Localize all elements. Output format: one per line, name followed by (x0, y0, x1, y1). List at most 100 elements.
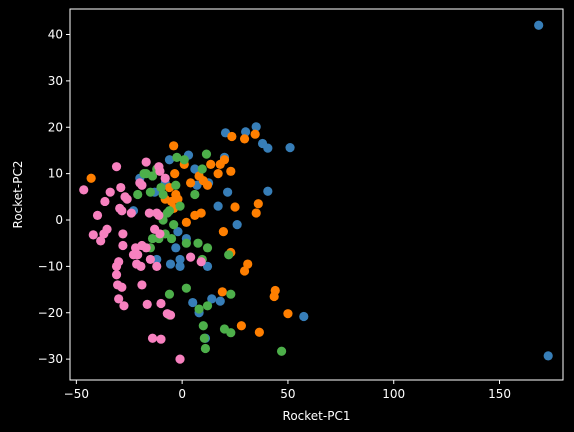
scatter-point (145, 254, 155, 265)
scatter-point (165, 259, 176, 269)
scatter-point (219, 155, 230, 165)
y-tick-label: 10 (48, 167, 63, 181)
scatter-point (175, 254, 185, 265)
scatter-point (171, 243, 181, 253)
x-tick-label: 0 (178, 387, 186, 401)
scatter-point (200, 343, 211, 354)
scatter-point (226, 289, 236, 299)
scatter-point (251, 208, 261, 218)
scatter-point (175, 201, 185, 211)
plot-points (79, 20, 553, 364)
scatter-point (250, 129, 260, 139)
scatter-point (171, 180, 181, 190)
scatter-point (227, 131, 237, 142)
scatter-point (201, 149, 212, 159)
scatter-point (116, 182, 126, 193)
scatter-point (136, 261, 146, 271)
scatter-point (202, 261, 213, 271)
scatter-point (299, 311, 309, 322)
scatter-point (202, 243, 213, 253)
scatter-point (164, 289, 175, 299)
x-axis-ticks: −50 0 50 100 150 (64, 380, 511, 401)
scatter-point (230, 202, 240, 212)
scatter-point (79, 185, 89, 195)
scatter-point (213, 201, 223, 211)
scatter-point (96, 236, 106, 246)
scatter-point (218, 227, 228, 237)
scatter-point (534, 20, 544, 30)
scatter-point (118, 229, 128, 239)
scatter-point (164, 155, 175, 165)
scatter-point (285, 143, 295, 153)
y-tick-label: 40 (48, 28, 63, 42)
scatter-point (114, 294, 124, 304)
scatter-point (190, 189, 200, 200)
scatter-point (194, 304, 204, 314)
scatter-point (269, 291, 279, 302)
scatter-point (213, 169, 223, 179)
y-tick-label: 30 (48, 74, 63, 88)
scatter-point (202, 180, 213, 190)
scatter-point (254, 327, 264, 337)
scatter-point (147, 233, 158, 244)
x-tick-label: −50 (64, 387, 89, 401)
scatter-point (226, 166, 236, 176)
scatter-point (141, 157, 151, 167)
scatter-point (239, 266, 250, 276)
scatter-point (111, 162, 122, 172)
scatter-point (158, 189, 168, 200)
scatter-point (111, 261, 122, 271)
scatter-point (156, 182, 166, 193)
scatter-point (186, 178, 196, 188)
scatter-point (186, 252, 196, 262)
scatter-point (207, 294, 217, 304)
scatter-point (172, 152, 182, 162)
scatter-point (263, 186, 273, 196)
scatter-point (164, 206, 175, 216)
y-tick-label: −30 (38, 352, 63, 366)
x-tick-label: 100 (382, 387, 405, 401)
scatter-point (198, 321, 208, 331)
scatter-point (190, 210, 200, 220)
scatter-point (251, 122, 261, 132)
scatter-point (169, 141, 179, 151)
scatter-point (276, 346, 287, 356)
scatter-point (196, 257, 206, 267)
scatter-point (283, 309, 293, 319)
scatter-point (215, 296, 225, 306)
scatter-point (147, 333, 158, 343)
scatter-point (173, 194, 183, 204)
scatter-point (223, 187, 233, 197)
scatter-point (133, 189, 143, 200)
scatter-point (243, 259, 253, 269)
scatter-point (199, 333, 209, 343)
scatter-point (133, 250, 143, 260)
scatter-point (111, 270, 122, 280)
scatter-point (179, 155, 189, 165)
scatter-point (170, 169, 180, 179)
y-axis-ticks: −30 −20 −10 0 10 20 30 40 (38, 28, 70, 366)
scatter-point (142, 299, 152, 310)
y-tick-label: −20 (38, 306, 63, 320)
scatter-point (188, 297, 198, 308)
scatter-point (119, 301, 129, 311)
scatter-point (181, 238, 191, 248)
scatter-point (202, 301, 213, 311)
y-tick-label: −10 (38, 259, 63, 273)
scatter-point (175, 354, 185, 364)
scatter-point (152, 254, 162, 265)
scatter-point (155, 229, 165, 239)
scatter-point (219, 324, 230, 334)
scatter-point (102, 224, 112, 234)
x-tick-label: 50 (280, 387, 295, 401)
scatter-point (126, 208, 136, 218)
scatter-point (257, 138, 268, 149)
scatter-point (137, 180, 147, 190)
scatter-point (197, 164, 207, 174)
scatter-point (117, 206, 127, 216)
scatter-point (145, 187, 155, 197)
scatter-point (86, 173, 96, 183)
scatter-point (236, 321, 246, 331)
scatter-point (253, 199, 263, 209)
